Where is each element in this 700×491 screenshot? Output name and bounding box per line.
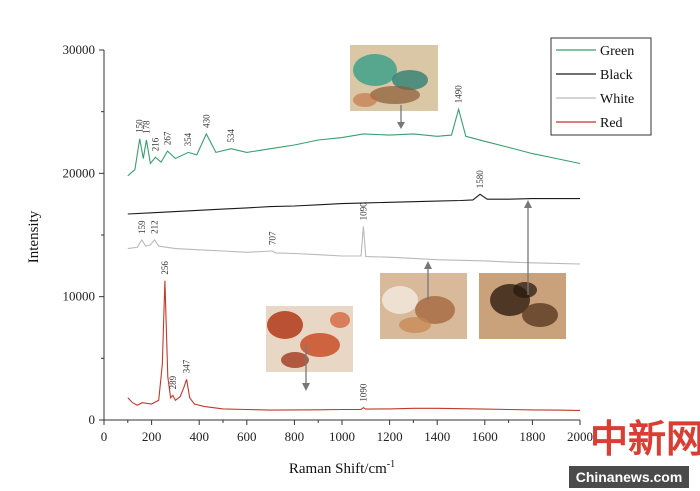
x-tick-label: 400 bbox=[189, 429, 209, 444]
legend-items: Green Black White Red bbox=[556, 44, 634, 131]
legend-label-red: Red bbox=[600, 116, 623, 131]
x-tick-label: 600 bbox=[237, 429, 257, 444]
white-photo-arrowhead bbox=[424, 261, 432, 269]
legend-label-black: Black bbox=[600, 68, 633, 83]
watermark-english-bg bbox=[569, 466, 689, 488]
peak-label: 159 bbox=[137, 220, 147, 234]
peak-label: 1580 bbox=[475, 170, 485, 189]
legend-label-green: Green bbox=[600, 44, 634, 59]
x-tick-label: 800 bbox=[285, 429, 305, 444]
x-tick-label: 2000 bbox=[567, 429, 593, 444]
series-group bbox=[127, 107, 581, 411]
legend-label-white: White bbox=[600, 92, 634, 107]
legend: Green Black White Red bbox=[550, 37, 652, 136]
peak-label: 1490 bbox=[454, 85, 464, 104]
y-ticks: 0 10000 20000 30000 bbox=[63, 42, 104, 427]
peak-label: 707 bbox=[267, 231, 277, 245]
y-tick-label: 0 bbox=[89, 412, 96, 427]
black-sample-photo bbox=[479, 273, 566, 339]
watermark-chinese: 中新网 bbox=[590, 417, 700, 461]
chinanews-watermark: 中新网 Chinanews.com bbox=[569, 417, 700, 488]
x-axis-title: Raman Shift/cm-1 bbox=[289, 459, 395, 477]
series-line-black bbox=[127, 193, 580, 215]
x-tick-label: 1000 bbox=[329, 429, 355, 444]
white-sample-photo bbox=[380, 273, 467, 339]
legend-box bbox=[550, 37, 652, 136]
x-tick-label: 1200 bbox=[377, 429, 403, 444]
peak-label: 256 bbox=[160, 261, 170, 275]
peak-label: 430 bbox=[201, 114, 211, 128]
peak-label: 267 bbox=[163, 131, 173, 145]
peak-label: 212 bbox=[149, 220, 159, 234]
series-line-white bbox=[127, 226, 581, 265]
x-ticks: 0 200 400 600 800 1000 1200 1400 1600 1800 2000 bbox=[101, 420, 593, 444]
x-tick-label: 1400 bbox=[424, 429, 450, 444]
y-axis-title: Intensity bbox=[26, 210, 42, 263]
green-sample-photo bbox=[350, 45, 438, 111]
series-line-green bbox=[127, 107, 581, 177]
peak-label: 534 bbox=[226, 129, 236, 143]
peak-label: 150 bbox=[135, 119, 145, 133]
x-tick-label: 200 bbox=[142, 429, 162, 444]
y-tick-label: 20000 bbox=[63, 165, 96, 180]
series-line-red bbox=[127, 280, 581, 411]
black-photo-arrowhead bbox=[524, 200, 532, 208]
peak-label: 1090 bbox=[358, 202, 368, 221]
peak-label: 354 bbox=[183, 132, 193, 146]
x-tick-label: 0 bbox=[101, 429, 108, 444]
x-tick-label: 1600 bbox=[472, 429, 498, 444]
x-tick-label: 1800 bbox=[519, 429, 545, 444]
axes: 0 200 400 600 800 1000 1200 1400 1600 1800 2000 0 1… bbox=[63, 42, 594, 444]
peak-label: 289 bbox=[168, 375, 178, 389]
y-tick-label: 30000 bbox=[63, 42, 96, 57]
red-photo-arrowhead bbox=[302, 383, 310, 391]
watermark-english: Chinanews.com bbox=[576, 469, 683, 485]
green-photo-arrowhead bbox=[397, 122, 405, 129]
y-tick-label: 10000 bbox=[63, 289, 96, 304]
peak-label: 216 bbox=[150, 137, 160, 151]
red-sample-photo bbox=[266, 306, 353, 372]
peak-label: 178 bbox=[141, 120, 151, 134]
peak-label: 347 bbox=[182, 359, 192, 373]
peak-label: 1090 bbox=[358, 383, 368, 402]
